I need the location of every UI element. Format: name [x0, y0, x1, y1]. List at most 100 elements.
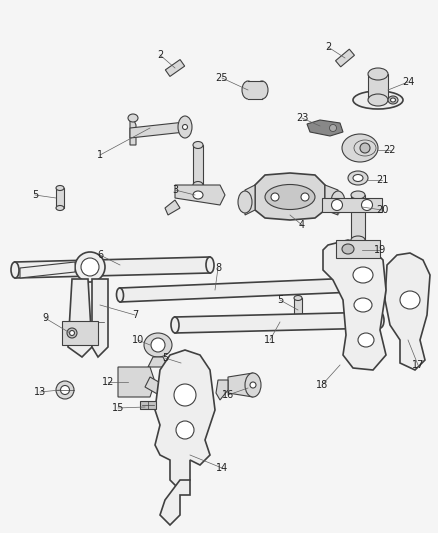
Ellipse shape: [56, 206, 64, 211]
Text: 16: 16: [222, 390, 234, 400]
Text: 2: 2: [157, 50, 163, 60]
Ellipse shape: [391, 98, 396, 102]
Text: 19: 19: [374, 245, 386, 255]
Ellipse shape: [376, 312, 384, 328]
Ellipse shape: [67, 328, 77, 338]
Ellipse shape: [368, 68, 388, 80]
Ellipse shape: [358, 333, 374, 347]
Ellipse shape: [354, 298, 372, 312]
Text: 5: 5: [32, 190, 38, 200]
Text: 10: 10: [132, 335, 144, 345]
Ellipse shape: [360, 143, 370, 153]
Ellipse shape: [70, 330, 74, 335]
Ellipse shape: [56, 381, 74, 399]
Ellipse shape: [353, 267, 373, 283]
Polygon shape: [20, 262, 75, 278]
Polygon shape: [255, 173, 325, 220]
Text: 14: 14: [216, 463, 228, 473]
Polygon shape: [248, 81, 262, 99]
Polygon shape: [120, 278, 355, 302]
Polygon shape: [336, 240, 380, 258]
Polygon shape: [294, 298, 302, 320]
Polygon shape: [307, 120, 343, 136]
Ellipse shape: [56, 185, 64, 190]
Text: 25: 25: [216, 73, 228, 83]
Ellipse shape: [174, 384, 196, 406]
Ellipse shape: [353, 91, 403, 109]
Polygon shape: [165, 60, 185, 76]
Polygon shape: [165, 200, 180, 215]
Polygon shape: [155, 350, 215, 490]
Ellipse shape: [75, 252, 105, 282]
Text: 5: 5: [277, 295, 283, 305]
Text: 12: 12: [102, 377, 114, 387]
Ellipse shape: [271, 193, 279, 201]
Ellipse shape: [301, 193, 309, 201]
Polygon shape: [62, 321, 98, 345]
Polygon shape: [336, 49, 354, 67]
Ellipse shape: [178, 116, 192, 138]
Ellipse shape: [181, 373, 189, 377]
Text: 13: 13: [34, 387, 46, 397]
Ellipse shape: [176, 421, 194, 439]
Text: 2: 2: [325, 42, 331, 52]
Ellipse shape: [351, 191, 365, 199]
Text: 1: 1: [97, 150, 103, 160]
Ellipse shape: [361, 199, 372, 211]
Ellipse shape: [256, 81, 268, 99]
Polygon shape: [130, 122, 185, 138]
Ellipse shape: [332, 199, 343, 211]
Ellipse shape: [245, 373, 261, 397]
Polygon shape: [92, 279, 108, 357]
Polygon shape: [325, 185, 338, 215]
Ellipse shape: [351, 236, 365, 244]
Ellipse shape: [181, 351, 189, 356]
Ellipse shape: [11, 262, 19, 278]
Polygon shape: [385, 253, 430, 370]
Ellipse shape: [183, 125, 187, 130]
Text: 8: 8: [215, 263, 221, 273]
Polygon shape: [160, 480, 190, 525]
Ellipse shape: [206, 257, 214, 273]
Polygon shape: [118, 367, 155, 397]
Polygon shape: [322, 198, 382, 212]
Polygon shape: [368, 74, 388, 100]
Ellipse shape: [368, 94, 388, 106]
Ellipse shape: [60, 385, 70, 394]
Text: 23: 23: [296, 113, 308, 123]
Polygon shape: [216, 380, 228, 400]
Text: 9: 9: [42, 313, 48, 323]
Ellipse shape: [81, 258, 99, 276]
Ellipse shape: [171, 317, 179, 333]
Text: 24: 24: [402, 77, 414, 87]
Polygon shape: [130, 118, 136, 145]
Text: 3: 3: [172, 185, 178, 195]
Ellipse shape: [238, 191, 252, 213]
Ellipse shape: [331, 191, 345, 213]
Text: 5: 5: [162, 353, 168, 363]
Polygon shape: [68, 279, 92, 357]
Ellipse shape: [151, 338, 165, 352]
Ellipse shape: [388, 96, 398, 104]
Ellipse shape: [193, 191, 203, 199]
Polygon shape: [56, 188, 64, 208]
Ellipse shape: [342, 244, 354, 254]
Ellipse shape: [250, 382, 256, 388]
Ellipse shape: [294, 295, 302, 301]
Polygon shape: [140, 401, 156, 409]
Ellipse shape: [329, 125, 336, 132]
Ellipse shape: [294, 318, 302, 322]
Text: 6: 6: [97, 250, 103, 260]
Ellipse shape: [144, 333, 172, 357]
Text: 4: 4: [299, 220, 305, 230]
Polygon shape: [323, 240, 386, 370]
Ellipse shape: [193, 182, 203, 189]
Polygon shape: [175, 312, 380, 333]
Text: 17: 17: [412, 360, 424, 370]
Polygon shape: [145, 377, 185, 407]
Text: 18: 18: [316, 380, 328, 390]
Polygon shape: [15, 257, 210, 278]
Ellipse shape: [265, 184, 315, 209]
Ellipse shape: [342, 134, 378, 162]
Ellipse shape: [351, 278, 359, 292]
